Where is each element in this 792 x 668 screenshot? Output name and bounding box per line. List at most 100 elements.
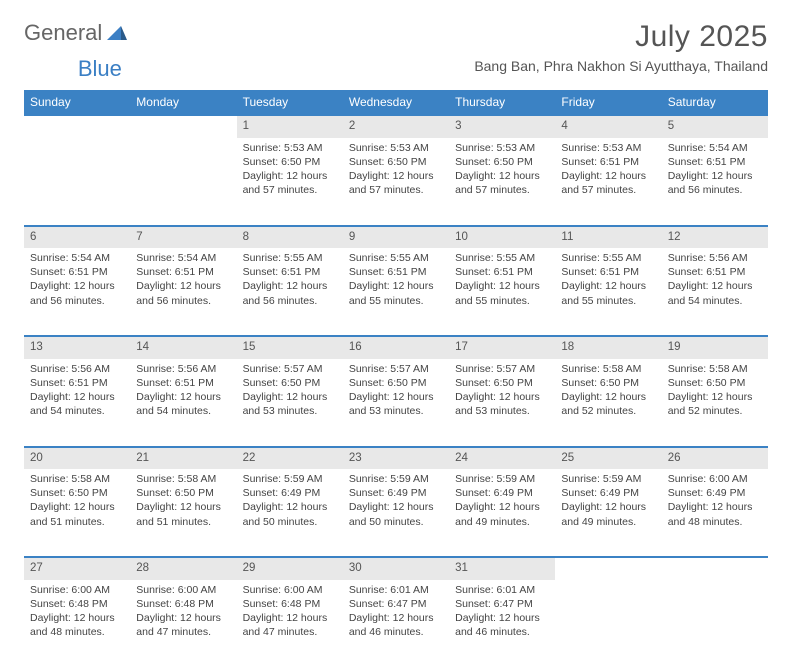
sunrise-line: Sunrise: 6:00 AM	[30, 583, 124, 597]
sunset-line: Sunset: 6:51 PM	[243, 265, 337, 279]
day-number-cell: 2	[343, 115, 449, 138]
day-number-cell: 12	[662, 226, 768, 249]
sunrise-line: Sunrise: 5:59 AM	[349, 472, 443, 486]
sunset-line: Sunset: 6:50 PM	[243, 155, 337, 169]
day-number-cell: 30	[343, 557, 449, 580]
day-detail-cell: Sunrise: 6:01 AMSunset: 6:47 PMDaylight:…	[449, 580, 555, 668]
sunset-line: Sunset: 6:49 PM	[243, 486, 337, 500]
sunrise-line: Sunrise: 5:57 AM	[349, 362, 443, 376]
weekday-header: Sunday	[24, 90, 130, 115]
detail-row: Sunrise: 6:00 AMSunset: 6:48 PMDaylight:…	[24, 580, 768, 668]
daylight-line: Daylight: 12 hours and 57 minutes.	[455, 169, 549, 197]
day-detail-cell	[662, 580, 768, 668]
detail-row: Sunrise: 5:54 AM Sunset: 6:51 PM Daylight:…	[24, 248, 768, 336]
daylight-line: Daylight: 12 hours and 52 minutes.	[668, 390, 762, 418]
day-detail-cell: Sunrise: 5:56 AMSunset: 6:51 PMDaylight:…	[662, 248, 768, 336]
sunrise-line: Sunrise: 5:55 AM	[561, 251, 655, 265]
day-detail-cell: Sunrise: 5:56 AMSunset: 6:51 PMDaylight:…	[130, 359, 236, 447]
sunrise-line: Sunrise: 5:57 AM	[243, 362, 337, 376]
day-number-cell: 17	[449, 336, 555, 359]
sunset-line: Sunset: 6:51 PM	[561, 265, 655, 279]
daylight-line: Daylight: 12 hours and 46 minutes.	[455, 611, 549, 639]
weekday-header: Tuesday	[237, 90, 343, 115]
day-number-cell: 13	[24, 336, 130, 359]
title-block: July 2025 Bang Ban, Phra Nakhon Si Ayutt…	[474, 20, 768, 74]
day-detail-cell: Sunrise: 5:59 AMSunset: 6:49 PMDaylight:…	[555, 469, 661, 557]
sunrise-line: Sunrise: 6:00 AM	[243, 583, 337, 597]
sunset-line: Sunset: 6:47 PM	[349, 597, 443, 611]
brand-triangle-icon	[107, 20, 127, 46]
sunrise-line: Sunrise: 5:58 AM	[136, 472, 230, 486]
sunset-line: Sunset: 6:50 PM	[455, 376, 549, 390]
day-number-cell	[130, 115, 236, 138]
weekday-header: Saturday	[662, 90, 768, 115]
day-detail-cell: Sunrise: 5:56 AMSunset: 6:51 PMDaylight:…	[24, 359, 130, 447]
weekday-header: Friday	[555, 90, 661, 115]
location-text: Bang Ban, Phra Nakhon Si Ayutthaya, Thai…	[474, 58, 768, 74]
sunset-line: Sunset: 6:50 PM	[30, 486, 124, 500]
day-number-cell: 31	[449, 557, 555, 580]
daynum-row: 6789101112	[24, 226, 768, 249]
daynum-row: 20212223242526	[24, 447, 768, 470]
sunrise-line: Sunrise: 5:58 AM	[668, 362, 762, 376]
day-detail-cell: Sunrise: 5:54 AMSunset: 6:51 PMDaylight:…	[662, 138, 768, 226]
weekday-header: Thursday	[449, 90, 555, 115]
day-number-cell: 10	[449, 226, 555, 249]
month-title: July 2025	[474, 20, 768, 54]
daylight-line: Daylight: 12 hours and 47 minutes.	[243, 611, 337, 639]
daylight-line: Daylight: 12 hours and 56 minutes.	[668, 169, 762, 197]
day-detail-cell: Sunrise: 6:00 AMSunset: 6:49 PMDaylight:…	[662, 469, 768, 557]
daylight-line: Daylight: 12 hours and 51 minutes.	[30, 500, 124, 528]
sunrise-line: Sunrise: 5:54 AM	[136, 251, 230, 265]
daynum-row: 13141516171819	[24, 336, 768, 359]
day-detail-cell: Sunrise: 5:55 AMSunset: 6:51 PMDaylight:…	[343, 248, 449, 336]
day-detail-cell: Sunrise: 5:53 AMSunset: 6:51 PMDaylight:…	[555, 138, 661, 226]
sunrise-line: Sunrise: 5:59 AM	[561, 472, 655, 486]
day-number-cell	[24, 115, 130, 138]
day-detail-cell	[24, 138, 130, 226]
sunset-line: Sunset: 6:49 PM	[455, 486, 549, 500]
day-number-cell: 3	[449, 115, 555, 138]
day-detail-cell: Sunrise: 5:58 AMSunset: 6:50 PMDaylight:…	[555, 359, 661, 447]
daylight-line: Daylight: 12 hours and 48 minutes.	[668, 500, 762, 528]
sunrise-line: Sunrise: 5:53 AM	[561, 141, 655, 155]
sunrise-line: Sunrise: 6:01 AM	[349, 583, 443, 597]
day-detail-cell: Sunrise: 6:00 AMSunset: 6:48 PMDaylight:…	[237, 580, 343, 668]
sunset-line: Sunset: 6:51 PM	[30, 376, 124, 390]
day-detail-cell: Sunrise: 5:55 AMSunset: 6:51 PMDaylight:…	[237, 248, 343, 336]
day-number-cell: 21	[130, 447, 236, 470]
day-detail-cell	[555, 580, 661, 668]
sunrise-line: Sunrise: 5:56 AM	[30, 362, 124, 376]
daylight-line: Daylight: 12 hours and 56 minutes.	[30, 279, 124, 307]
sunrise-line: Sunrise: 5:59 AM	[455, 472, 549, 486]
weekday-header-row: SundayMondayTuesdayWednesdayThursdayFrid…	[24, 90, 768, 115]
sunrise-line: Sunrise: 5:59 AM	[243, 472, 337, 486]
calendar-table: SundayMondayTuesdayWednesdayThursdayFrid…	[24, 90, 768, 668]
sunset-line: Sunset: 6:49 PM	[561, 486, 655, 500]
weekday-header: Wednesday	[343, 90, 449, 115]
sunrise-line: Sunrise: 5:55 AM	[455, 251, 549, 265]
daylight-line: Daylight: 12 hours and 53 minutes.	[243, 390, 337, 418]
sunrise-line: Sunrise: 5:58 AM	[30, 472, 124, 486]
day-detail-cell: Sunrise: 5:53 AMSunset: 6:50 PMDaylight:…	[237, 138, 343, 226]
day-number-cell: 26	[662, 447, 768, 470]
daylight-line: Daylight: 12 hours and 51 minutes.	[136, 500, 230, 528]
sunset-line: Sunset: 6:51 PM	[349, 265, 443, 279]
daylight-line: Daylight: 12 hours and 55 minutes.	[455, 279, 549, 307]
daylight-line: Daylight: 12 hours and 49 minutes.	[455, 500, 549, 528]
day-number-cell: 11	[555, 226, 661, 249]
day-number-cell: 22	[237, 447, 343, 470]
daylight-line: Daylight: 12 hours and 56 minutes.	[136, 279, 230, 307]
sunrise-line: Sunrise: 6:00 AM	[668, 472, 762, 486]
day-detail-cell: Sunrise: 5:59 AMSunset: 6:49 PMDaylight:…	[237, 469, 343, 557]
day-detail-cell: Sunrise: 5:57 AMSunset: 6:50 PMDaylight:…	[237, 359, 343, 447]
sunset-line: Sunset: 6:50 PM	[349, 155, 443, 169]
sunset-line: Sunset: 6:49 PM	[668, 486, 762, 500]
daylight-line: Daylight: 12 hours and 57 minutes.	[349, 169, 443, 197]
sunrise-line: Sunrise: 5:54 AM	[30, 251, 124, 265]
day-detail-cell: Sunrise: 5:54 AMSunset: 6:51 PMDaylight:…	[130, 248, 236, 336]
day-detail-cell	[130, 138, 236, 226]
daylight-line: Daylight: 12 hours and 53 minutes.	[455, 390, 549, 418]
day-detail-cell: Sunrise: 5:55 AMSunset: 6:51 PMDaylight:…	[555, 248, 661, 336]
day-number-cell	[555, 557, 661, 580]
